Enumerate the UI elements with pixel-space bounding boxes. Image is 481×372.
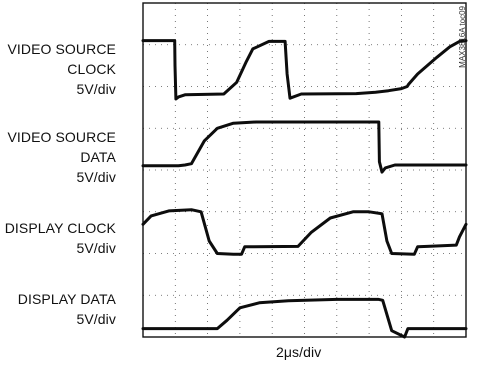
label-line: 5V/div <box>76 240 116 256</box>
trace-video-source-clock <box>141 39 468 101</box>
label-line: 5V/div <box>76 81 116 97</box>
label-line: 5V/div <box>76 169 116 185</box>
label-line: DISPLAY CLOCK <box>4 220 116 236</box>
label-line: DATA <box>80 149 116 165</box>
label-line: 5V/div <box>76 311 116 327</box>
label-line: CLOCK <box>67 61 116 77</box>
series-label-video-source-data: VIDEO SOURCE DATA 5V/div <box>7 130 116 185</box>
grid <box>143 3 466 337</box>
figure-id: MAX3816A toc09 <box>458 6 467 68</box>
traces <box>141 39 468 339</box>
plot-frame <box>142 2 467 338</box>
x-axis-label: 2μs/div <box>276 344 322 360</box>
trace-display-data <box>141 297 468 339</box>
trace-video-source-data <box>141 120 468 174</box>
label-line: VIDEO SOURCE <box>7 129 116 145</box>
label-line: VIDEO SOURCE <box>7 41 116 57</box>
label-line: DISPLAY DATA <box>17 291 116 307</box>
trace-display-clock <box>141 208 468 256</box>
series-label-display-data: DISPLAY DATA 5V/div <box>18 292 116 327</box>
series-label-display-clock: DISPLAY CLOCK 5V/div <box>5 221 116 256</box>
series-label-video-source-clock: VIDEO SOURCE CLOCK 5V/div <box>7 42 116 97</box>
